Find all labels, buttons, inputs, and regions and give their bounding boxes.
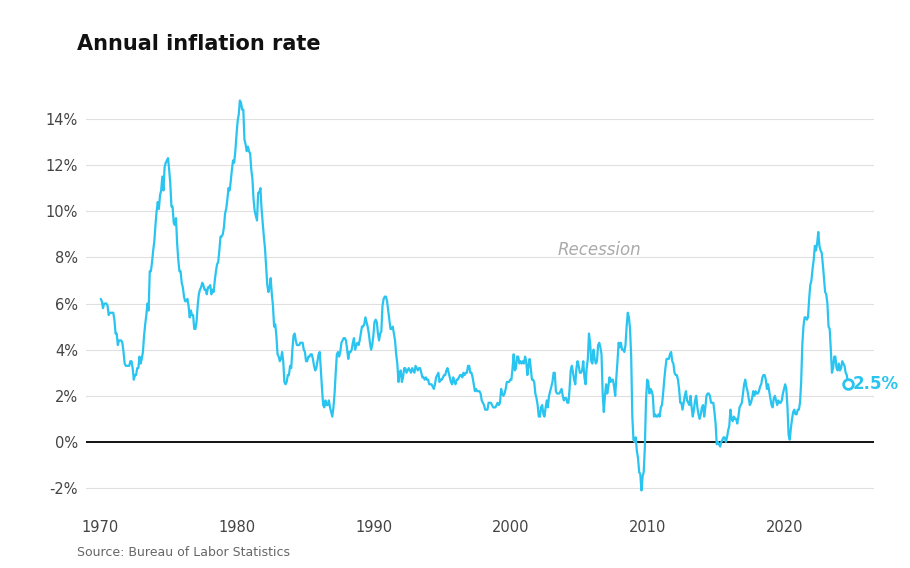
- Text: 2.5%: 2.5%: [853, 375, 899, 393]
- Text: Annual inflation rate: Annual inflation rate: [77, 34, 321, 54]
- Text: Recession: Recession: [558, 241, 642, 260]
- Text: Source: Bureau of Labor Statistics: Source: Bureau of Labor Statistics: [77, 546, 290, 559]
